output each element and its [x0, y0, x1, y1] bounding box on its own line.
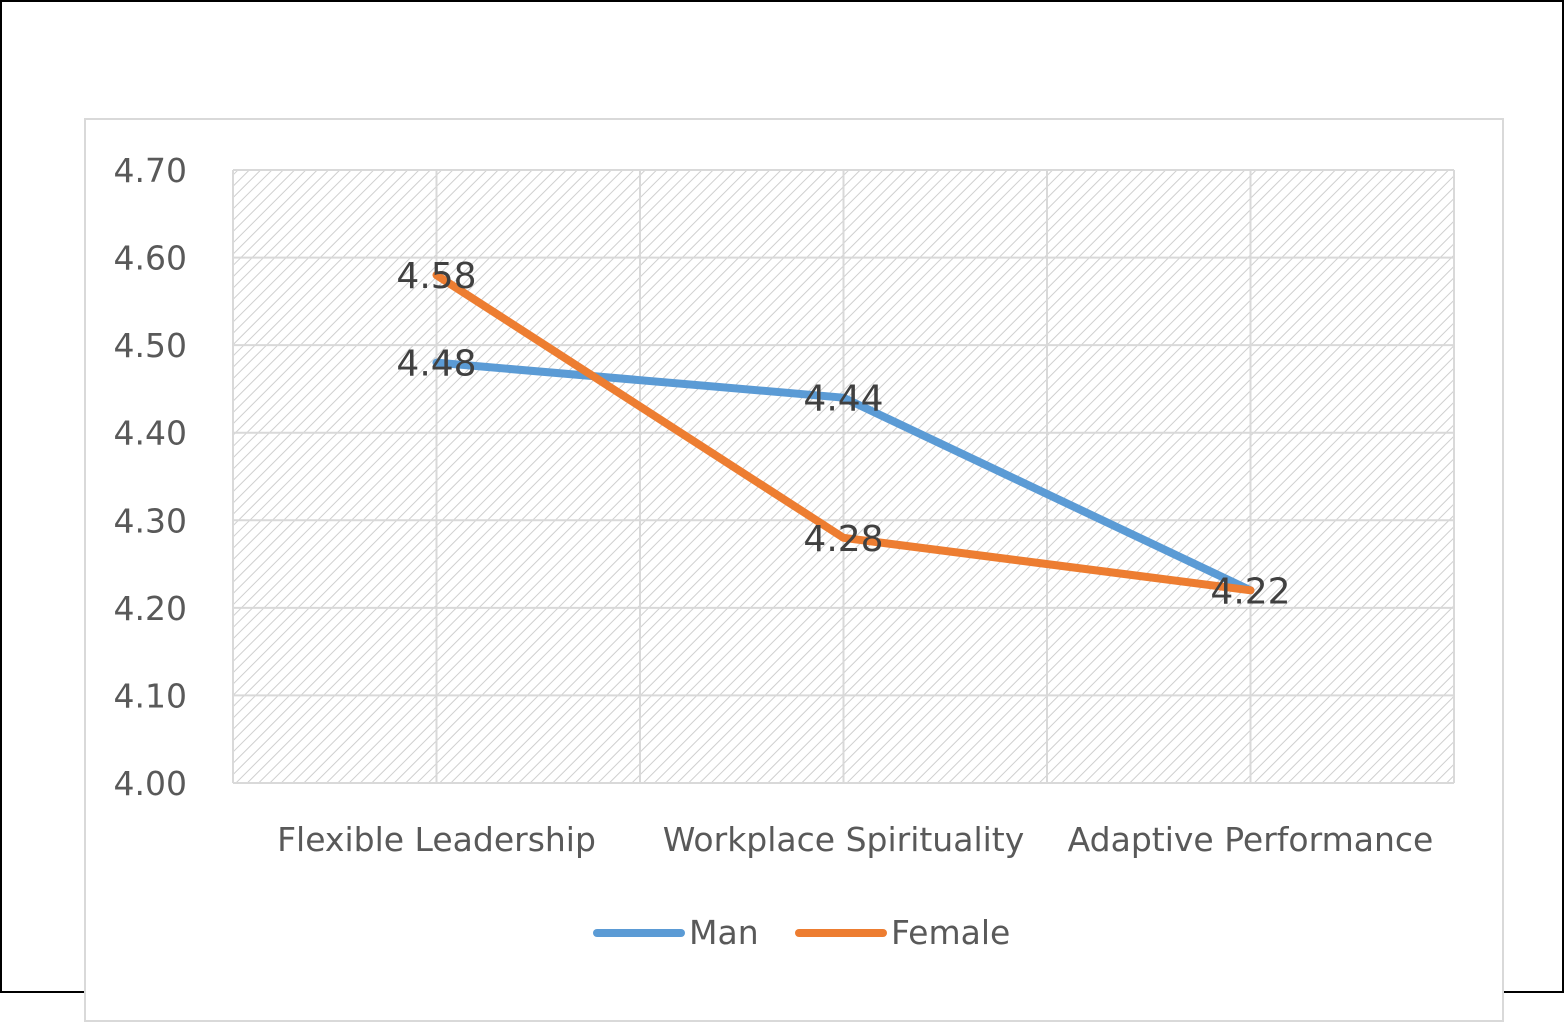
legend-label: Female: [891, 913, 1010, 952]
data-label: 4.58: [396, 256, 476, 297]
y-tick-label: 4.10: [114, 676, 187, 715]
y-tick-label: 4.20: [114, 589, 187, 628]
data-label: 4.22: [1210, 571, 1290, 612]
legend: Man Female: [593, 913, 1010, 952]
data-label: 4.48: [396, 344, 476, 385]
y-tick-label: 4.50: [114, 326, 187, 365]
x-axis-ticks: Flexible Leadership Workplace Spiritualit…: [277, 820, 1433, 859]
legend-label: Man: [689, 913, 759, 952]
line-chart: 4.00 4.10 4.20 4.30 4.40 4.50 4.60 4.70 Flexibl…: [114, 151, 1455, 952]
y-tick-label: 4.00: [114, 764, 187, 803]
y-tick-label: 4.70: [114, 151, 187, 190]
data-label: 4.44: [803, 379, 883, 420]
y-tick-label: 4.30: [114, 501, 187, 540]
y-axis-ticks: 4.00 4.10 4.20 4.30 4.40 4.50 4.60 4.70: [114, 151, 187, 803]
x-tick-label: Adaptive Performance: [1068, 820, 1434, 859]
data-labels: 4.48 4.44 4.58 4.28 4.22: [396, 256, 1290, 612]
data-label: 4.28: [803, 519, 883, 560]
y-tick-label: 4.60: [114, 239, 187, 278]
series-line-man: [432, 358, 1255, 595]
x-tick-label: Workplace Spirituality: [663, 820, 1025, 859]
series-lines: [432, 271, 1255, 595]
gridlines: [232, 169, 1455, 784]
x-tick-label: Flexible Leadership: [277, 820, 596, 859]
series-line-female: [432, 271, 1255, 595]
y-tick-label: 4.40: [114, 414, 187, 453]
